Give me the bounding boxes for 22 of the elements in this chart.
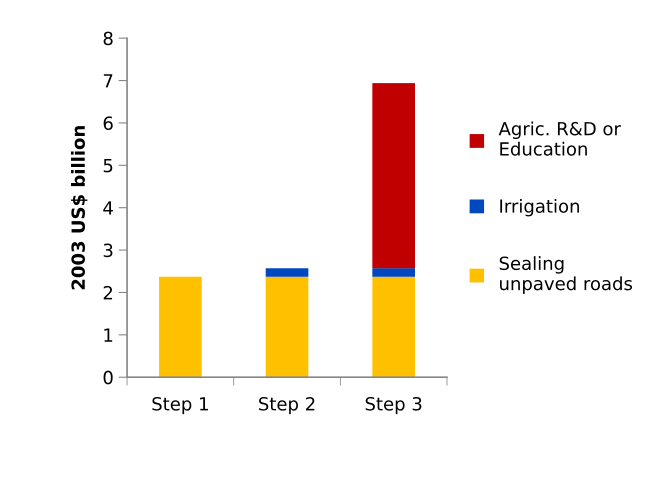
y-tick-label: 7 <box>104 74 112 88</box>
legend-label: Agric. R&D or Education <box>498 122 621 156</box>
y-tick-label: 6 <box>104 116 113 130</box>
bar <box>266 276 308 378</box>
bar <box>266 268 308 277</box>
legend-label: Sealing unpaved roads <box>500 256 632 294</box>
y-axis-title: 2003 US$ billion <box>71 126 88 290</box>
y-tick-label: 1 <box>104 328 112 342</box>
x-tick-label: Step 2 <box>259 396 314 414</box>
bar <box>372 83 415 268</box>
x-tick-label: Step 3 <box>366 396 422 414</box>
y-tick-label: 3 <box>104 244 112 258</box>
bar <box>372 276 415 378</box>
y-tick-label: 4 <box>103 201 113 215</box>
x-tick-label: Step 1 <box>152 396 208 414</box>
y-tick-label: 5 <box>104 159 112 172</box>
y-tick-label: 2 <box>104 286 112 300</box>
y-tick-label: 8 <box>104 32 113 46</box>
bar <box>159 276 202 378</box>
legend-label: Irrigation <box>500 198 579 216</box>
y-tick-label: 0 <box>104 370 113 384</box>
bar <box>372 268 415 277</box>
